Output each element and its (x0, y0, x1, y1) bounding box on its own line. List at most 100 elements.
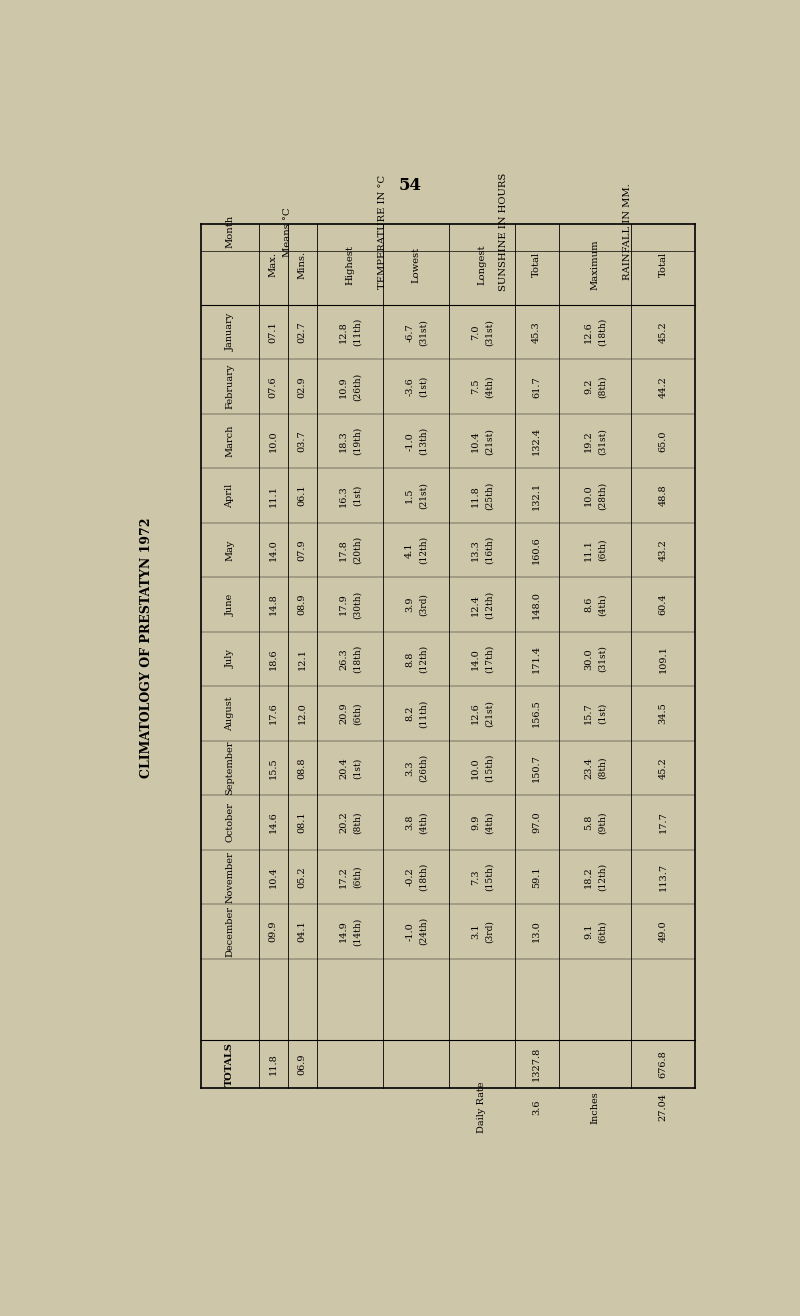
Text: (28th): (28th) (598, 482, 607, 509)
Text: 13.3: 13.3 (471, 540, 480, 561)
Text: 9.1: 9.1 (584, 924, 593, 940)
Text: (30th): (30th) (353, 591, 362, 619)
Text: 17.8: 17.8 (339, 540, 348, 561)
Text: 5.8: 5.8 (584, 815, 593, 830)
Text: 43.2: 43.2 (658, 540, 667, 561)
Text: (18th): (18th) (598, 318, 607, 346)
Text: 10.4: 10.4 (471, 430, 480, 451)
Text: CLIMATOLOGY OF PRESTATYN 1972: CLIMATOLOGY OF PRESTATYN 1972 (140, 517, 153, 778)
Text: (21st): (21st) (419, 482, 428, 509)
Text: 8.6: 8.6 (584, 597, 593, 612)
Text: (12th): (12th) (419, 536, 428, 565)
Text: 3.6: 3.6 (532, 1100, 542, 1115)
Text: (17th): (17th) (485, 645, 494, 674)
Text: RAINFALL IN MM.: RAINFALL IN MM. (622, 183, 631, 280)
Text: (31st): (31st) (485, 318, 494, 346)
Text: Maximum: Maximum (590, 240, 599, 290)
Text: Daily Rate: Daily Rate (477, 1082, 486, 1133)
Text: (1st): (1st) (353, 486, 362, 507)
Text: 16.3: 16.3 (339, 484, 348, 507)
Text: 11.1: 11.1 (584, 540, 593, 561)
Text: -0.2: -0.2 (405, 867, 414, 886)
Text: 17.7: 17.7 (658, 812, 667, 833)
Text: July: July (226, 650, 234, 669)
Text: February: February (226, 365, 234, 409)
Text: 45.2: 45.2 (658, 757, 667, 779)
Text: 12.4: 12.4 (471, 594, 480, 616)
Text: 07.1: 07.1 (269, 321, 278, 343)
Text: Total: Total (658, 251, 667, 278)
Text: 34.5: 34.5 (658, 703, 667, 724)
Text: (18th): (18th) (353, 645, 362, 674)
Text: 10.0: 10.0 (584, 484, 593, 507)
Text: December: December (226, 905, 234, 957)
Text: 12.1: 12.1 (298, 647, 306, 670)
Text: (12th): (12th) (419, 645, 428, 672)
Text: (14th): (14th) (353, 917, 362, 945)
Text: 113.7: 113.7 (658, 863, 667, 891)
Text: TEMPERATURE IN °C: TEMPERATURE IN °C (378, 175, 387, 290)
Text: 08.1: 08.1 (298, 812, 306, 833)
Text: 06.9: 06.9 (298, 1054, 306, 1075)
Text: 156.5: 156.5 (532, 700, 542, 728)
Text: (31st): (31st) (419, 318, 428, 346)
Text: 30.0: 30.0 (584, 649, 593, 670)
Text: (26th): (26th) (419, 754, 428, 782)
Text: (6th): (6th) (353, 866, 362, 888)
Text: (16th): (16th) (485, 536, 494, 565)
Text: 06.1: 06.1 (298, 484, 306, 507)
Text: 3.8: 3.8 (405, 815, 414, 830)
Text: 148.0: 148.0 (532, 591, 542, 619)
Text: TOTALS: TOTALS (226, 1042, 234, 1086)
Text: 14.0: 14.0 (269, 540, 278, 561)
Text: 14.8: 14.8 (269, 594, 278, 616)
Text: Mins.: Mins. (298, 250, 306, 279)
Text: (21st): (21st) (485, 428, 494, 454)
Text: (18th): (18th) (419, 863, 428, 891)
Text: (4th): (4th) (598, 594, 607, 616)
Text: 12.6: 12.6 (584, 321, 593, 343)
Text: 59.1: 59.1 (532, 866, 542, 888)
Text: (8th): (8th) (598, 757, 607, 779)
Text: 12.0: 12.0 (298, 703, 306, 724)
Text: 18.6: 18.6 (269, 649, 278, 670)
Text: 05.2: 05.2 (298, 866, 306, 888)
Text: 48.8: 48.8 (658, 484, 667, 507)
Text: Inches: Inches (590, 1091, 599, 1124)
Text: 171.4: 171.4 (532, 645, 542, 672)
Text: April: April (226, 483, 234, 508)
Text: (1st): (1st) (353, 758, 362, 779)
Text: 109.1: 109.1 (658, 645, 667, 672)
Text: -1.0: -1.0 (405, 432, 414, 450)
Text: (4th): (4th) (419, 811, 428, 834)
Text: (9th): (9th) (598, 811, 607, 834)
Text: Lowest: Lowest (411, 246, 420, 283)
Text: 23.4: 23.4 (584, 757, 593, 779)
Text: (31st): (31st) (598, 428, 607, 454)
Text: 8.8: 8.8 (405, 651, 414, 667)
Text: 10.0: 10.0 (471, 757, 480, 779)
Text: 15.7: 15.7 (584, 703, 593, 724)
Text: 02.9: 02.9 (298, 376, 306, 397)
Text: 26.3: 26.3 (339, 649, 348, 670)
Text: (8th): (8th) (353, 811, 362, 834)
Text: 17.6: 17.6 (269, 703, 278, 724)
Text: (6th): (6th) (598, 538, 607, 562)
Text: Longest: Longest (477, 245, 486, 284)
Text: -3.6: -3.6 (405, 378, 414, 396)
Text: 07.6: 07.6 (269, 376, 278, 397)
Text: 18.2: 18.2 (584, 866, 593, 888)
Text: (11th): (11th) (353, 318, 362, 346)
Text: 09.9: 09.9 (269, 921, 278, 942)
Text: August: August (226, 696, 234, 730)
Text: (13th): (13th) (419, 428, 428, 455)
Text: 10.0: 10.0 (269, 430, 278, 451)
Text: October: October (226, 803, 234, 842)
Text: (1st): (1st) (598, 703, 607, 724)
Text: (26th): (26th) (353, 372, 362, 401)
Text: 150.7: 150.7 (532, 754, 542, 782)
Text: 27.04: 27.04 (658, 1094, 667, 1121)
Text: 15.5: 15.5 (269, 757, 278, 779)
Text: SUNSHINE IN HOURS: SUNSHINE IN HOURS (499, 172, 508, 291)
Text: 45.3: 45.3 (532, 321, 542, 343)
